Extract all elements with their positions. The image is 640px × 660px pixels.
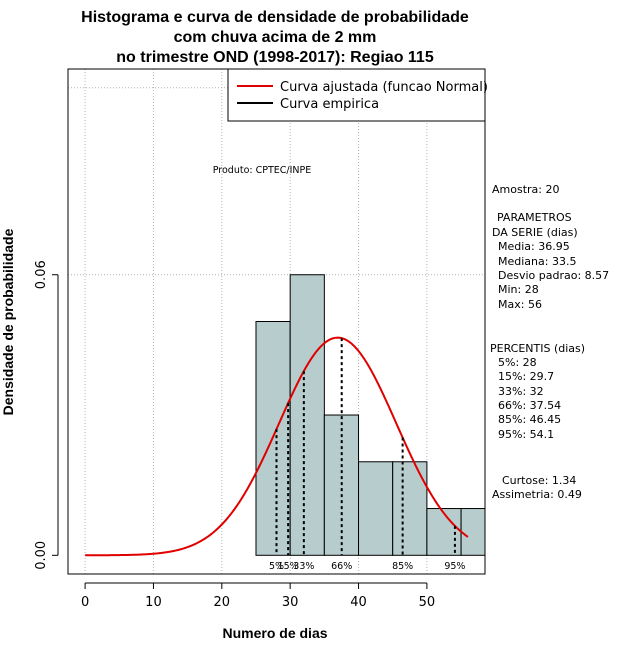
- axes: 0 10 20 30 40 50 0.00 0.06: [34, 260, 435, 610]
- pct-85-value: 85%: 46.45: [498, 413, 561, 426]
- percentile-label-3: 66%: [331, 561, 352, 572]
- params-title-2: DA SERIE (dias): [492, 226, 578, 239]
- legend-box: [227, 68, 486, 122]
- x-tick-label-1: 10: [145, 595, 162, 610]
- percentile-label-0: 5%: [269, 561, 284, 572]
- legend: Curva ajustada (funcao Normal) Curva emp…: [227, 68, 488, 122]
- chart-title-line-3: no trimestre OND (1998-2017): Regiao 115: [116, 49, 434, 66]
- percentile-label-5: 95%: [444, 561, 465, 572]
- x-tick-label-3: 30: [282, 595, 299, 610]
- x-tick-label-2: 20: [214, 595, 231, 610]
- sample-size: Amostra: 20: [492, 183, 559, 196]
- legend-label-fitted: Curva ajustada (funcao Normal): [280, 80, 488, 95]
- percentile-label-4: 85%: [392, 561, 413, 572]
- params-title-1: PARAMETROS: [497, 211, 572, 224]
- stat-media: Media: 36.95: [498, 240, 570, 253]
- stat-assimetria: Assimetria: 0.49: [492, 488, 582, 501]
- y-tick-label-0: 0.00: [34, 541, 49, 570]
- legend-label-empirical: Curva empirica: [280, 97, 379, 112]
- pct-95-value: 95%: 54.1: [498, 428, 554, 441]
- pct-15-value: 15%: 29.7: [498, 370, 554, 383]
- stat-max: Max: 56: [498, 298, 542, 311]
- pct-5-value: 5%: 28: [498, 356, 537, 369]
- chart-title-line-1: Histograma e curva de densidade de proba…: [81, 9, 469, 26]
- percentis-title: PERCENTIS (dias): [490, 342, 585, 355]
- x-tick-label-0: 0: [81, 595, 89, 610]
- stats-panel: Amostra: 20 PARAMETROS DA SERIE (dias) M…: [490, 183, 609, 501]
- pct-66-value: 66%: 37.54: [498, 399, 561, 412]
- histogram-bar-5: [426, 508, 462, 556]
- histogram-bars: [255, 274, 486, 556]
- x-tick-label-4: 40: [350, 595, 367, 610]
- histogram-bar-6: [460, 508, 486, 556]
- percentile-labels: 5%15%33% 66% 85% 95%: [269, 561, 466, 572]
- x-tick-label-5: 50: [419, 595, 436, 610]
- chart-title-line-2: com chuva acima de 2 mm: [174, 29, 377, 46]
- grid: [68, 69, 485, 574]
- stat-min: Min: 28: [498, 283, 539, 296]
- x-axis-title: Numero de dias: [222, 625, 327, 641]
- stat-mediana: Mediana: 33.5: [498, 255, 576, 268]
- fitted-normal-curve: [85, 336, 469, 557]
- histogram-bar-1: [289, 274, 325, 556]
- percentile-lines: [275, 338, 456, 556]
- y-tick-label-1: 0.06: [34, 260, 49, 289]
- histogram-bar-3: [358, 461, 394, 556]
- stat-desvio: Desvio padrao: 8.57: [498, 269, 609, 282]
- percentile-label-1: 15%: [278, 561, 299, 572]
- stat-curtose: Curtose: 1.34: [502, 474, 576, 487]
- credit-text: Produto: CPTEC/INPE: [213, 165, 312, 176]
- y-axis-title: Densidade de probabilidade: [0, 228, 16, 415]
- percentile-label-2: 33%: [293, 561, 314, 572]
- pct-33-value: 33%: 32: [498, 385, 544, 398]
